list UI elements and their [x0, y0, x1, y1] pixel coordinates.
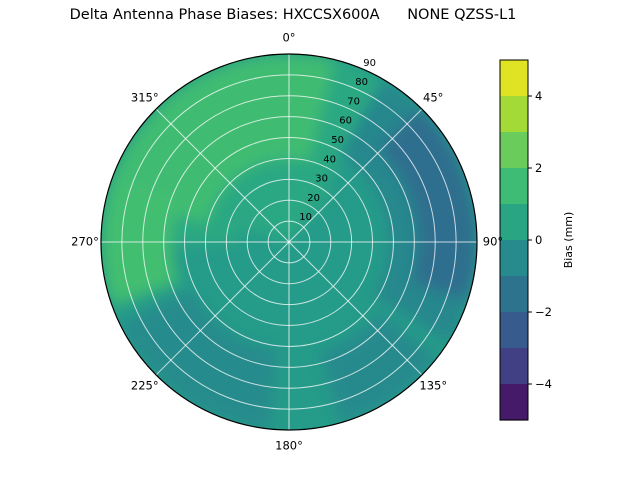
colorbar-band	[500, 132, 528, 169]
colorbar-band	[500, 168, 528, 205]
grid-spoke	[155, 241, 290, 376]
colorbar-band	[500, 276, 528, 313]
colorbar-band	[500, 348, 528, 385]
azimuth-label: 135°	[419, 379, 447, 393]
radial-tick-label: 40	[323, 154, 336, 165]
grid-spoke	[288, 241, 423, 376]
contour-region	[378, 106, 477, 301]
azimuth-label: 90°	[483, 235, 503, 249]
grid-spoke	[155, 108, 290, 243]
azimuth-label: 45°	[423, 90, 443, 104]
colorbar-tick-label: 4	[535, 89, 542, 103]
chart-title: Delta Antenna Phase Biases: HXCCSX600A N…	[70, 7, 517, 23]
colorbar-band	[500, 204, 528, 241]
azimuth-label: 225°	[131, 379, 159, 393]
grid-spoke	[288, 108, 423, 243]
radial-tick-label: 90	[363, 58, 376, 69]
azimuth-label: 270°	[71, 235, 99, 249]
radial-tick-label: 30	[315, 174, 328, 185]
radial-tick-label: 10	[299, 212, 312, 223]
colorbar-axis-label: Bias (mm)	[562, 212, 575, 269]
colorbar-tick-label: 2	[535, 161, 542, 175]
azimuth-label: 180°	[275, 439, 303, 453]
colorbar-band	[500, 240, 528, 277]
colorbar-tick-label: −4	[535, 377, 552, 391]
colorbar-tick-label: 0	[535, 233, 542, 247]
radial-tick-label: 20	[307, 193, 320, 204]
colorbar-tick-label: −2	[535, 305, 552, 319]
colorbar: 4 2 0 −2 −4 Bias (mm)	[499, 59, 575, 421]
azimuth-label: 0°	[282, 31, 295, 45]
colorbar-band	[500, 96, 528, 133]
plot-boundary	[100, 53, 478, 431]
colorbar-band	[500, 312, 528, 349]
polar-grid	[101, 54, 477, 430]
contour-region	[320, 312, 438, 423]
radial-tick-label: 60	[339, 116, 352, 127]
colorbar-band	[500, 384, 528, 421]
contour-region	[120, 289, 278, 429]
polar-plot: 0° 45° 90° 135° 180° 225° 270° 315° 10 20 30 40 50 60…	[71, 31, 503, 453]
colorbar-band	[500, 60, 528, 97]
azimuth-label: 315°	[131, 90, 159, 104]
radial-tick-label: 80	[355, 77, 368, 88]
radial-tick-label: 50	[331, 135, 344, 146]
radial-tick-label: 70	[347, 96, 360, 107]
